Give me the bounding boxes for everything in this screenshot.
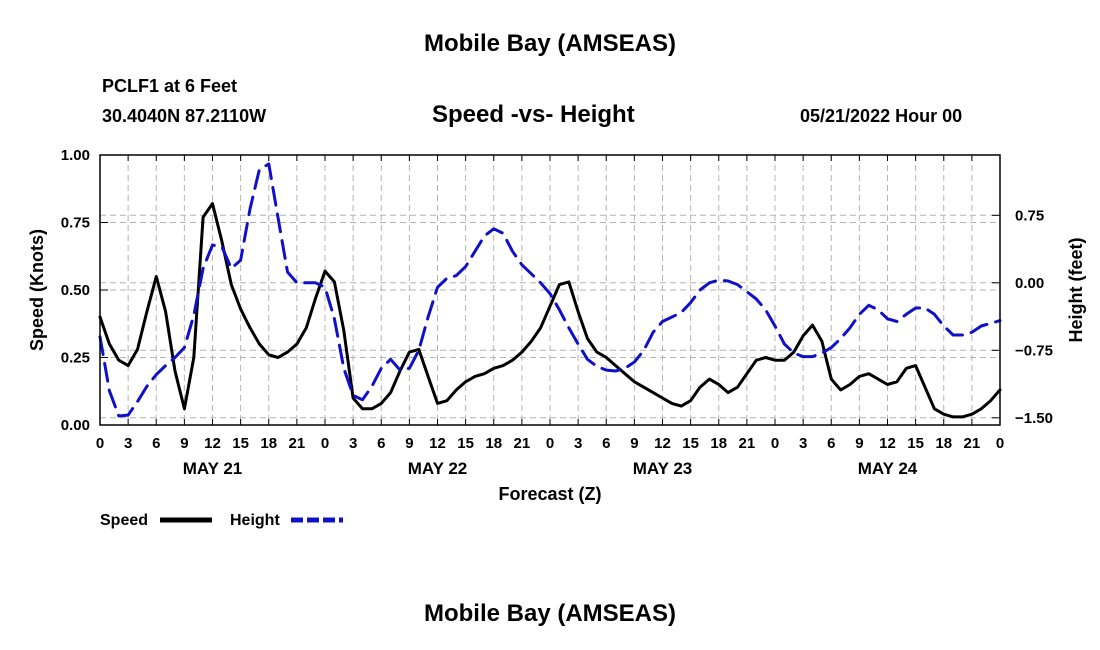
chart-title-top: Mobile Bay (AMSEAS) xyxy=(423,30,677,57)
coordinates-label: 30.4040N 87.2110W xyxy=(102,106,267,126)
x-tick-label: 18 xyxy=(710,435,727,452)
x-tick-label: 12 xyxy=(204,435,221,452)
y-tick-label-right: 0.75 xyxy=(1015,207,1044,224)
series-lines xyxy=(98,162,1002,419)
speed-series-line xyxy=(98,202,1002,419)
chart-title-bottom: Mobile Bay (AMSEAS) xyxy=(423,600,677,627)
x-tick-label: 0 xyxy=(96,435,104,452)
x-tick-label: 12 xyxy=(879,435,896,452)
x-tick-label: 6 xyxy=(152,435,160,452)
x-tick-label: 21 xyxy=(964,435,981,452)
x-tick-label: 9 xyxy=(405,435,413,452)
day-label: MAY 21 xyxy=(183,459,243,478)
x-tick-label: 18 xyxy=(935,435,952,452)
x-tick-label: 12 xyxy=(429,435,446,452)
x-axis-label: Forecast (Z) xyxy=(498,484,601,504)
y-tick-label-left: 0.75 xyxy=(61,215,90,232)
x-tick-label: 0 xyxy=(321,435,329,452)
x-tick-label: 21 xyxy=(739,435,756,452)
height-series-line xyxy=(98,162,1002,418)
x-tick-label: 9 xyxy=(630,435,638,452)
x-tick-label: 15 xyxy=(682,435,699,452)
station-label: PCLF1 at 6 Feet xyxy=(102,76,238,96)
day-label: MAY 23 xyxy=(633,459,693,478)
x-tick-label: 3 xyxy=(799,435,807,452)
x-tick-label: 12 xyxy=(654,435,671,452)
x-tick-label: 6 xyxy=(602,435,610,452)
x-tick-label: 15 xyxy=(232,435,249,452)
x-tick-label: 9 xyxy=(180,435,188,452)
x-tick-label: 15 xyxy=(907,435,924,452)
x-tick-label: 21 xyxy=(289,435,306,452)
grid xyxy=(100,155,1000,425)
x-tick-label: 18 xyxy=(260,435,277,452)
y-tick-label-left: 0.25 xyxy=(61,350,90,367)
x-tick-label: 3 xyxy=(349,435,357,452)
x-tick-label: 21 xyxy=(514,435,531,452)
legend-label-height: Height xyxy=(230,512,280,529)
x-tick-label: 0 xyxy=(546,435,554,452)
axes: 0 3 6 9 12 15 18 21 0 3 6 9 12 15 18 21 0 3 6 9 12 15 18 21 0 3 6 9… xyxy=(61,147,1053,478)
x-tick-label: 15 xyxy=(457,435,474,452)
y-tick-label-left: 1.00 xyxy=(61,147,90,164)
y-tick-label-left: 0.50 xyxy=(61,282,90,299)
day-label: MAY 22 xyxy=(408,459,468,478)
y-axis-label-right: Height (feet) xyxy=(1066,238,1086,343)
y-tick-label-right: −1.50 xyxy=(1015,410,1053,427)
x-tick-label: 6 xyxy=(377,435,385,452)
forecast-datetime: 05/21/2022 Hour 00 xyxy=(800,106,963,126)
legend: Speed Height xyxy=(100,512,343,529)
x-tick-label: 6 xyxy=(827,435,835,452)
day-label: MAY 24 xyxy=(858,459,918,478)
y-tick-label-right: 0.00 xyxy=(1015,275,1044,292)
x-tick-label: 9 xyxy=(855,435,863,452)
x-tick-label: 3 xyxy=(124,435,132,452)
y-tick-label-left: 0.00 xyxy=(61,417,90,434)
legend-label-speed: Speed xyxy=(100,512,148,529)
x-tick-label: 3 xyxy=(574,435,582,452)
x-tick-label: 0 xyxy=(771,435,779,452)
x-tick-label: 0 xyxy=(996,435,1004,452)
y-axis-label-left: Speed (Knots) xyxy=(27,229,47,351)
x-tick-label: 18 xyxy=(485,435,502,452)
y-tick-label-right: −0.75 xyxy=(1015,342,1053,359)
chart-subtitle: Speed -vs- Height xyxy=(432,101,635,128)
